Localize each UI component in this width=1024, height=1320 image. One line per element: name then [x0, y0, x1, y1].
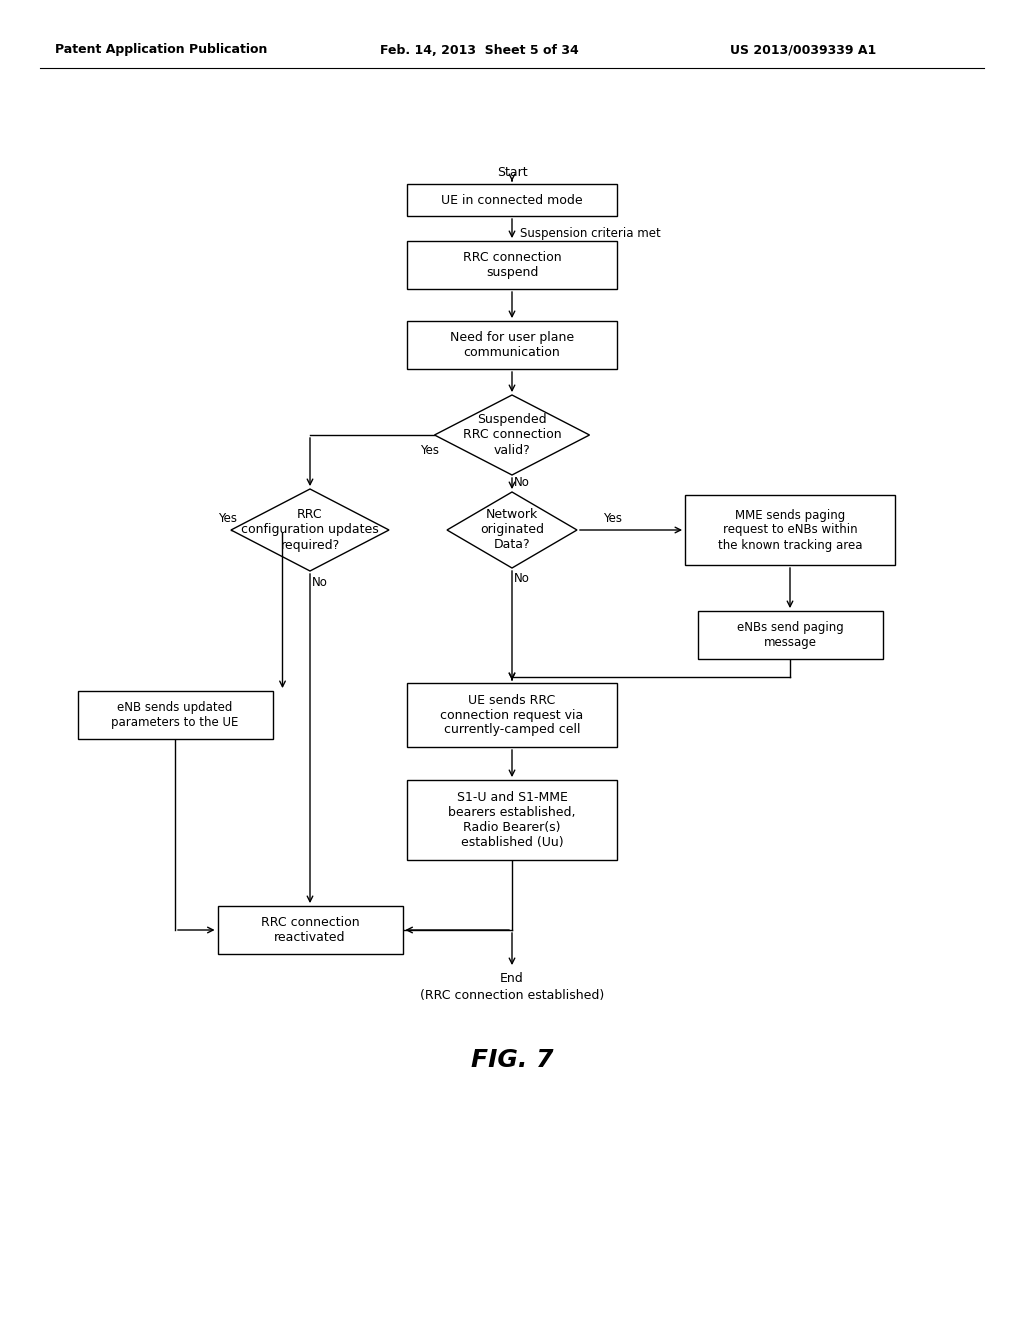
Text: RRC
configuration updates
required?: RRC configuration updates required? [241, 508, 379, 552]
Text: (RRC connection established): (RRC connection established) [420, 989, 604, 1002]
Polygon shape [434, 395, 590, 475]
Text: Suspended
RRC connection
valid?: Suspended RRC connection valid? [463, 413, 561, 457]
Bar [217, 906, 402, 954]
Text: eNBs send paging
message: eNBs send paging message [736, 620, 844, 649]
Text: RRC connection
suspend: RRC connection suspend [463, 251, 561, 279]
Text: No: No [514, 572, 530, 585]
Text: No: No [514, 475, 530, 488]
Text: Need for user plane
communication: Need for user plane communication [450, 331, 574, 359]
Text: Patent Application Publication: Patent Application Publication [55, 44, 267, 57]
Bar [697, 611, 883, 659]
Bar [407, 242, 617, 289]
Polygon shape [447, 492, 577, 568]
Text: Yes: Yes [218, 511, 238, 524]
Text: FIG. 7: FIG. 7 [471, 1048, 553, 1072]
Text: MME sends paging
request to eNBs within
the known tracking area: MME sends paging request to eNBs within … [718, 508, 862, 552]
Text: UE sends RRC
connection request via
currently-camped cell: UE sends RRC connection request via curr… [440, 693, 584, 737]
Bar [78, 690, 272, 739]
Text: Network
originated
Data?: Network originated Data? [480, 508, 544, 552]
Text: Yes: Yes [603, 511, 623, 524]
Text: US 2013/0039339 A1: US 2013/0039339 A1 [730, 44, 877, 57]
Text: RRC connection
reactivated: RRC connection reactivated [261, 916, 359, 944]
Text: S1-U and S1-MME
bearers established,
Radio Bearer(s)
established (Uu): S1-U and S1-MME bearers established, Rad… [449, 791, 575, 849]
Text: No: No [312, 576, 328, 589]
Text: Feb. 14, 2013  Sheet 5 of 34: Feb. 14, 2013 Sheet 5 of 34 [380, 44, 579, 57]
Text: Suspension criteria met: Suspension criteria met [519, 227, 660, 239]
Bar [407, 183, 617, 216]
Text: UE in connected mode: UE in connected mode [441, 194, 583, 206]
Bar [407, 321, 617, 370]
Polygon shape [231, 488, 389, 572]
Bar [407, 780, 617, 861]
Text: Yes: Yes [421, 444, 439, 457]
Text: End: End [500, 972, 524, 985]
Bar [407, 682, 617, 747]
Text: eNB sends updated
parameters to the UE: eNB sends updated parameters to the UE [112, 701, 239, 729]
Bar [685, 495, 895, 565]
Text: Start: Start [497, 165, 527, 178]
